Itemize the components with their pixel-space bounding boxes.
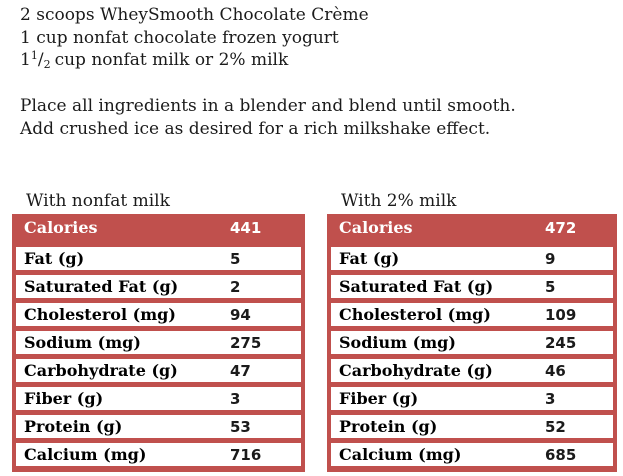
ingredients-list: 2 scoops WheySmooth Chocolate Crème 1 cu… (20, 4, 369, 72)
table-row: Fiber (g) 3 (16, 387, 301, 410)
table-row: Fiber (g) 3 (331, 387, 613, 410)
ingredient-line-3-text: cup nonfat milk or 2% milk (54, 50, 289, 70)
nutrient-value: 5 (230, 250, 241, 268)
ingredient-line-1: 2 scoops WheySmooth Chocolate Crème (20, 5, 369, 25)
nutrient-label: Fiber (g) (339, 389, 419, 408)
nutrient-value: 9 (545, 250, 556, 268)
fraction-whole: 1 (20, 50, 31, 70)
fraction-numerator: 1 (30, 49, 38, 62)
nutrient-value: 53 (230, 418, 251, 436)
nutrient-label: Sodium (mg) (339, 333, 456, 352)
nutrient-label: Fat (g) (339, 249, 400, 268)
nutrient-value: 3 (230, 390, 241, 408)
nutrition-table-2pct-milk: With 2% milk Calories 472 Fat (g) 9 Satu… (327, 191, 617, 472)
nutrient-value: 275 (230, 334, 262, 352)
nutrient-value: 716 (230, 446, 262, 464)
nutrient-label: Carbohydrate (g) (24, 361, 178, 380)
nutrient-label: Fat (g) (24, 249, 85, 268)
nutrient-label: Cholesterol (mg) (339, 305, 491, 324)
nutrient-value: 5 (545, 278, 556, 296)
header-value: 472 (545, 219, 577, 237)
table-header-row: Calories 441 (12, 214, 305, 242)
ingredient-line-3: 11/2 cup nonfat milk or 2% milk (20, 49, 369, 72)
table-row: Carbohydrate (g) 46 (331, 359, 613, 382)
table-row: Sodium (mg) 245 (331, 331, 613, 354)
table-row: Fat (g) 5 (16, 247, 301, 270)
table-header-row: Calories 472 (327, 214, 617, 242)
nutrition-table-nonfat-milk: With nonfat milk Calories 441 Fat (g) 5 … (12, 191, 305, 472)
nutrient-label: Calcium (mg) (339, 445, 462, 464)
table-row: Cholesterol (mg) 109 (331, 303, 613, 326)
nutrient-label: Protein (g) (24, 417, 123, 436)
ingredient-line-2: 1 cup nonfat chocolate frozen yogurt (20, 27, 339, 48)
nutrient-label: Carbohydrate (g) (339, 361, 493, 380)
instruction-line-2: Add crushed ice as desired for a rich mi… (20, 118, 491, 139)
nutrient-label: Fiber (g) (24, 389, 104, 408)
instructions-paragraph: Place all ingredients in a blender and b… (20, 95, 516, 140)
nutrient-value: 47 (230, 362, 251, 380)
table-row: Cholesterol (mg) 94 (16, 303, 301, 326)
header-label: Calories (339, 218, 413, 237)
nutrient-label: Calcium (mg) (24, 445, 147, 464)
table-row: Saturated Fat (g) 2 (16, 275, 301, 298)
table-row: Saturated Fat (g) 5 (331, 275, 613, 298)
nutrient-value: 52 (545, 418, 566, 436)
nutrient-label: Saturated Fat (g) (24, 277, 179, 296)
nutrient-value: 46 (545, 362, 566, 380)
nutrient-label: Sodium (mg) (24, 333, 141, 352)
nutrient-label: Cholesterol (mg) (24, 305, 176, 324)
table-row: Carbohydrate (g) 47 (16, 359, 301, 382)
table-caption-nonfat: With nonfat milk (26, 191, 170, 211)
nutrient-value: 2 (230, 278, 241, 296)
table-row: Protein (g) 53 (16, 415, 301, 438)
nutrient-value: 109 (545, 306, 577, 324)
fraction-slash: / (37, 50, 44, 70)
table-row: Calcium (mg) 716 (16, 443, 301, 466)
nutrient-value: 3 (545, 390, 556, 408)
fraction-denominator: 2 (43, 58, 51, 71)
table-caption-2pct: With 2% milk (341, 191, 457, 211)
instruction-line-1: Place all ingredients in a blender and b… (20, 96, 516, 116)
nutrient-label: Protein (g) (339, 417, 438, 436)
nutrition-table: Calories 441 Fat (g) 5 Saturated Fat (g)… (12, 214, 305, 472)
nutrient-value: 245 (545, 334, 577, 352)
header-value: 441 (230, 219, 262, 237)
header-label: Calories (24, 218, 98, 237)
table-row: Sodium (mg) 275 (16, 331, 301, 354)
table-row: Calcium (mg) 685 (331, 443, 613, 466)
nutrition-table: Calories 472 Fat (g) 9 Saturated Fat (g)… (327, 214, 617, 472)
nutrient-label: Saturated Fat (g) (339, 277, 494, 296)
table-row: Fat (g) 9 (331, 247, 613, 270)
nutrient-value: 94 (230, 306, 251, 324)
nutrient-value: 685 (545, 446, 577, 464)
table-row: Protein (g) 52 (331, 415, 613, 438)
